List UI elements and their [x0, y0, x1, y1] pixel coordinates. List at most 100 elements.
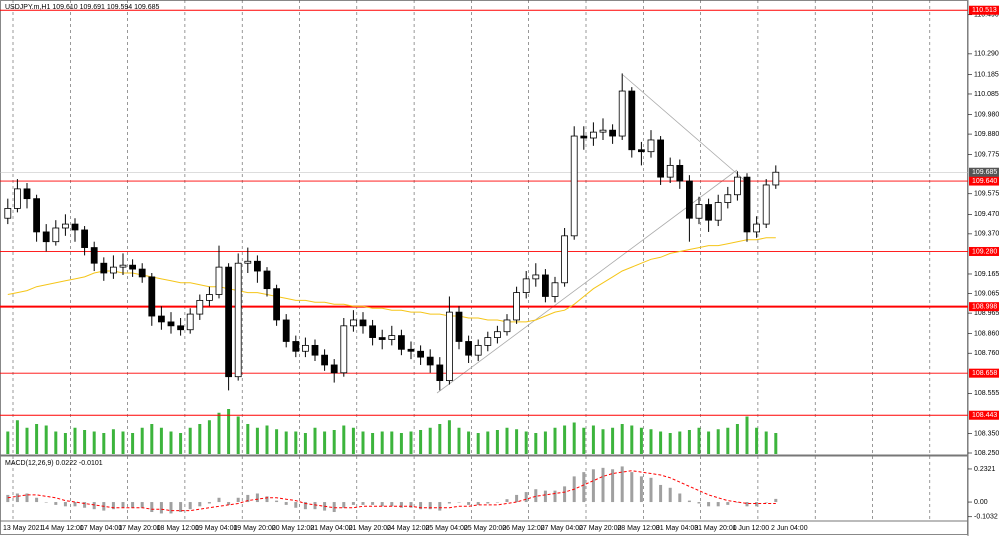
volume-bar — [227, 409, 231, 454]
volume-bar — [390, 431, 394, 454]
macd-histogram-bar — [44, 502, 48, 503]
macd-histogram-bar — [553, 490, 557, 503]
candle-body — [686, 180, 693, 219]
candle-body — [62, 223, 69, 229]
macd-histogram-bar — [495, 502, 499, 503]
volume-bar — [54, 431, 58, 454]
candle-body — [638, 149, 645, 153]
volume-bar — [716, 429, 720, 454]
macd-histogram-bar — [649, 477, 653, 503]
candle-body — [724, 194, 732, 203]
volume-bar — [294, 431, 298, 454]
moving-average — [7, 237, 776, 323]
candle-body — [493, 331, 501, 338]
x-tick-label: 27 May 04:00 — [541, 525, 584, 532]
volume-bar — [524, 431, 528, 454]
volume-bar — [15, 420, 19, 454]
macd-histogram-bar — [303, 502, 307, 510]
volume-bar — [419, 430, 423, 454]
candle-body — [590, 131, 597, 139]
volume-bar — [275, 429, 279, 454]
level-label-box — [969, 302, 999, 312]
candle-body — [23, 188, 31, 200]
macd-histogram-bar — [179, 502, 183, 513]
level-label-box — [969, 5, 999, 15]
candle-body — [705, 204, 712, 221]
macd-histogram-bar — [217, 497, 221, 503]
level-label: 108.443 — [972, 412, 997, 419]
volume-bar — [428, 427, 432, 454]
chart-header: USDJPY.m,H1 109.610 109.691 109.594 109.… — [5, 4, 159, 11]
volume-bar — [534, 433, 538, 454]
level-label: 108.658 — [972, 370, 997, 377]
y-tick-label: 109.470 — [974, 211, 999, 218]
macd-histogram-bar — [83, 502, 87, 508]
volume-bar — [726, 427, 730, 454]
volume-bar — [380, 431, 384, 454]
x-tick-label: 1 Jun 12:00 — [733, 525, 770, 532]
y-tick-label: 110.490 — [974, 12, 999, 19]
macd-histogram-bar — [726, 502, 730, 505]
candle-body — [417, 350, 425, 358]
volume-bar — [361, 431, 365, 454]
x-tick-label: 28 May 12:00 — [617, 525, 660, 532]
chart-frame — [0, 0, 968, 535]
candle-body — [148, 276, 156, 317]
candle-body — [292, 341, 300, 352]
candle-body — [753, 223, 760, 233]
candle-body — [503, 319, 511, 333]
volume-bar — [265, 425, 269, 454]
candle-body — [234, 262, 242, 378]
macd-histogram-bar — [707, 502, 711, 507]
x-tick-label: 19 May 04:00 — [195, 525, 238, 532]
volume-bar — [659, 431, 663, 454]
volume-bar — [35, 424, 39, 454]
volume-bar — [591, 425, 595, 454]
candle-body — [157, 315, 165, 323]
macd-histogram-bar — [601, 467, 605, 503]
x-tick-label: 14 May 12:00 — [41, 525, 84, 532]
candle-body — [455, 311, 463, 342]
candle-body — [628, 90, 636, 151]
trendline — [622, 74, 751, 186]
macd-histogram-bar — [678, 493, 682, 503]
x-tick-label: 21 May 20:00 — [349, 525, 392, 532]
candle-body — [465, 341, 473, 356]
macd-histogram-bar — [476, 502, 480, 505]
macd-histogram-bar — [390, 502, 394, 507]
volume-bar — [73, 427, 77, 454]
candle-body — [743, 176, 751, 233]
volume-bar — [179, 433, 183, 454]
volume-bar — [246, 424, 250, 454]
macd-label: MACD(12,26,9) 0.0222 -0.0101 — [5, 460, 103, 467]
volume-bar — [764, 431, 768, 454]
candle-body — [484, 337, 492, 346]
macd-histogram-bar — [515, 494, 519, 503]
y-tick-label: 109.065 — [974, 290, 999, 297]
volume-bar — [399, 433, 403, 454]
candle-body — [359, 319, 367, 327]
candle-body — [436, 364, 444, 382]
volume-bar — [774, 433, 778, 454]
candle-body — [129, 264, 137, 270]
candle-body — [426, 356, 434, 366]
candle-body — [110, 266, 117, 274]
candle-body — [263, 270, 271, 290]
volume-bar — [207, 420, 211, 454]
macd-histogram-bar — [611, 469, 615, 503]
level-label-box — [969, 410, 999, 420]
macd-histogram-bar — [54, 502, 58, 505]
candle-body — [734, 176, 741, 196]
candle-body — [513, 292, 520, 321]
volume-bar — [121, 431, 125, 454]
volume-bar — [371, 433, 375, 454]
candle-body — [369, 325, 377, 338]
volume-bar — [755, 427, 759, 454]
macd-histogram-bar — [332, 502, 336, 513]
candle-body — [570, 135, 578, 237]
y-tick-label: 108.250 — [974, 450, 999, 457]
candle-body — [186, 313, 194, 331]
macd-histogram-bar — [169, 502, 173, 514]
macd-histogram-bar — [188, 502, 192, 510]
y-tick-label: 110.185 — [974, 71, 999, 78]
